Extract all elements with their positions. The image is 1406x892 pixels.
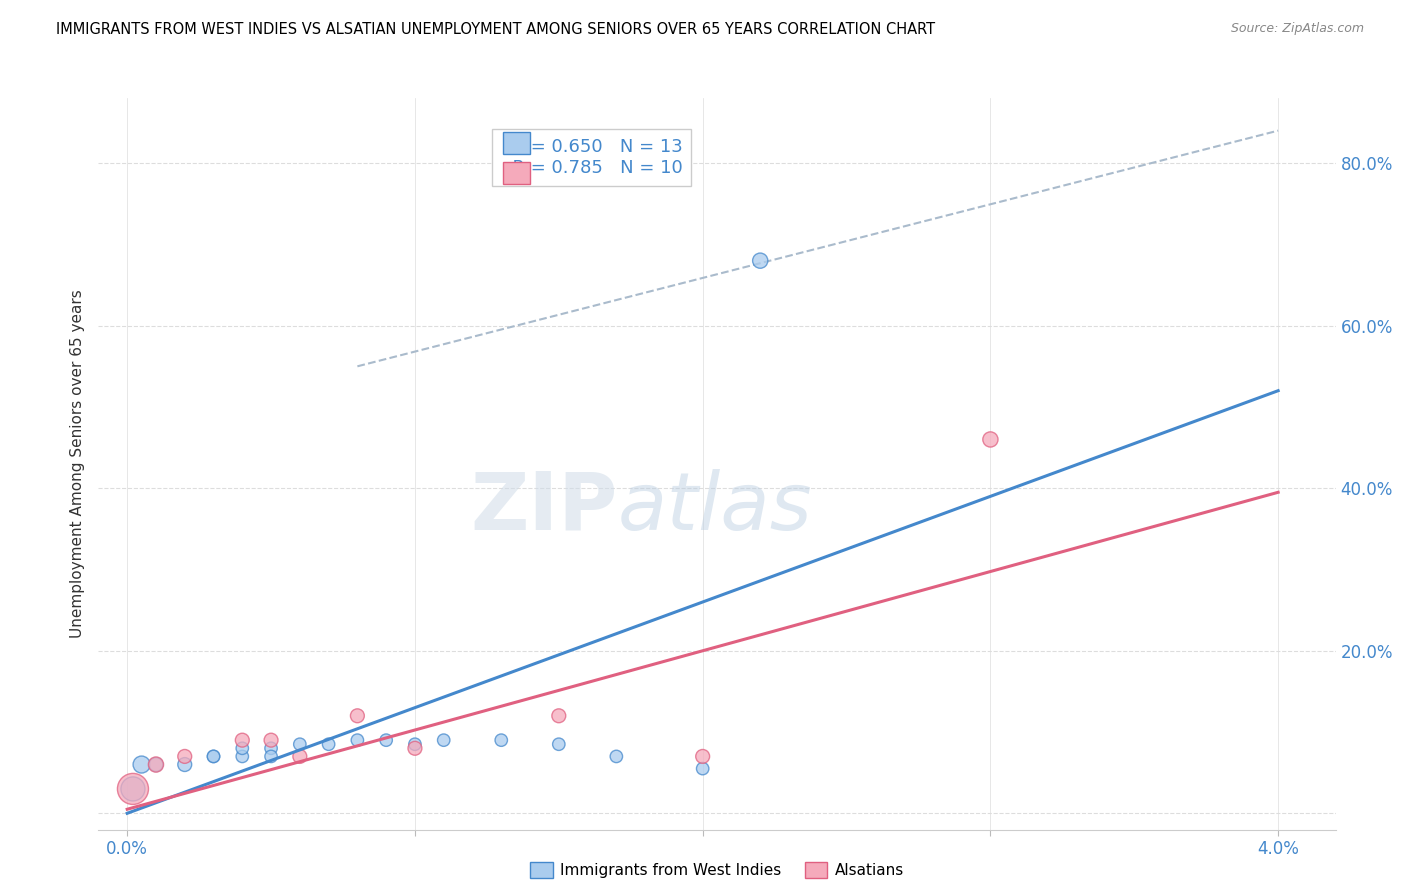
Point xyxy=(231,749,253,764)
FancyBboxPatch shape xyxy=(503,161,530,184)
Point xyxy=(231,733,253,747)
Point xyxy=(173,757,195,772)
Point xyxy=(375,733,398,747)
Point xyxy=(346,733,368,747)
Point xyxy=(346,708,368,723)
Point xyxy=(547,708,569,723)
FancyBboxPatch shape xyxy=(503,133,530,154)
Point xyxy=(692,749,714,764)
Point xyxy=(145,757,167,772)
Text: R = 0.650   N = 13
  R = 0.785   N = 10: R = 0.650 N = 13 R = 0.785 N = 10 xyxy=(501,138,682,178)
Point xyxy=(288,749,311,764)
Point xyxy=(260,733,283,747)
Y-axis label: Unemployment Among Seniors over 65 years: Unemployment Among Seniors over 65 years xyxy=(70,290,86,638)
Point xyxy=(491,733,513,747)
Text: ZIP: ZIP xyxy=(471,468,619,547)
Point xyxy=(231,741,253,756)
Point xyxy=(173,749,195,764)
Text: atlas: atlas xyxy=(619,468,813,547)
Point xyxy=(260,749,283,764)
Point xyxy=(433,733,456,747)
Point xyxy=(749,253,772,268)
Legend: Immigrants from West Indies, Alsatians: Immigrants from West Indies, Alsatians xyxy=(523,856,911,884)
Point xyxy=(979,433,1001,447)
Point xyxy=(605,749,627,764)
Point xyxy=(547,737,569,751)
Point xyxy=(318,737,340,751)
Text: Source: ZipAtlas.com: Source: ZipAtlas.com xyxy=(1230,22,1364,36)
Point xyxy=(404,737,426,751)
Point xyxy=(122,781,145,796)
Point xyxy=(692,762,714,776)
Point xyxy=(145,757,167,772)
Point xyxy=(404,741,426,756)
Point xyxy=(260,741,283,756)
Point xyxy=(202,749,225,764)
Point xyxy=(131,757,153,772)
Text: IMMIGRANTS FROM WEST INDIES VS ALSATIAN UNEMPLOYMENT AMONG SENIORS OVER 65 YEARS: IMMIGRANTS FROM WEST INDIES VS ALSATIAN … xyxy=(56,22,935,37)
Point xyxy=(122,781,145,796)
Point xyxy=(202,749,225,764)
Point xyxy=(288,737,311,751)
